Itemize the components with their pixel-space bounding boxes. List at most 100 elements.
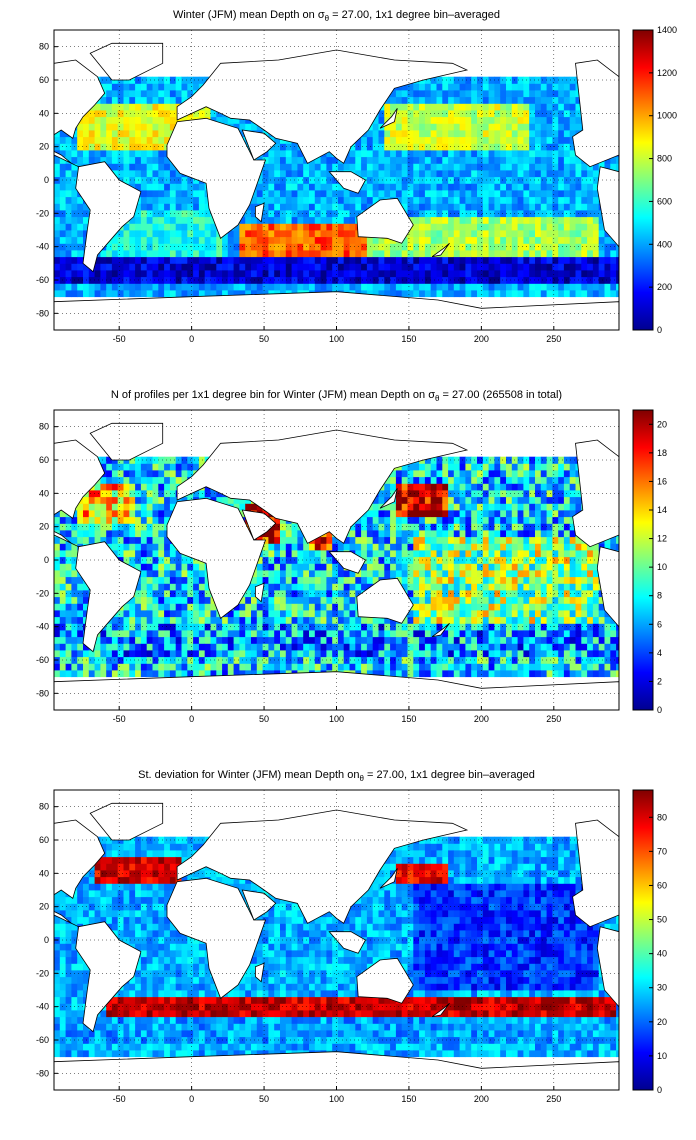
bin-cell [309,210,316,218]
bin-cell [558,143,565,151]
bin-cell [77,610,84,618]
bin-cell [453,270,460,278]
bin-cell [465,190,472,198]
bin-cell [291,236,298,244]
bin-cell [123,603,130,611]
bin-cell [482,163,489,171]
bin-cell [366,183,374,191]
bin-cell [326,263,333,271]
bin-cell [245,650,252,658]
bin-cell [581,176,588,184]
bin-cell [274,143,281,151]
bin-cell [169,550,177,558]
bin-cell [135,630,142,638]
bin-cell [592,270,600,278]
bin-cell [111,96,119,104]
bin-cell [83,643,90,651]
bin-cell [123,270,130,278]
bin-cell [326,656,333,664]
bin-cell [181,250,188,258]
bin-cell [164,536,171,544]
bin-cell [535,83,542,91]
bin-cell [314,190,321,198]
bin-cell [123,470,130,478]
bin-cell [152,670,159,678]
bin-cell [419,270,426,278]
bin-cell [274,256,281,264]
bin-cell [251,583,258,591]
bin-cell [181,463,188,471]
bin-cell [164,516,171,524]
bin-cell [280,576,287,584]
bin-cell [117,156,124,164]
bin-cell [506,76,513,84]
bin-cell [59,616,66,624]
bin-cell [320,283,327,291]
bin-cell [320,656,327,664]
bin-cell [71,256,78,264]
bin-cell [71,163,78,171]
bin-cell [65,616,72,624]
bin-cell [552,256,559,264]
bin-cell [326,583,333,591]
bin-cell [233,116,240,124]
bin-cell [395,250,403,258]
bin-cell [117,643,124,651]
bin-cell [332,250,339,258]
bin-cell [320,176,327,184]
bin-cell [326,230,333,238]
bin-cell [471,256,478,264]
bin-cell [135,463,142,471]
bin-cell [401,103,408,111]
bin-cell [424,116,432,124]
bin-cell [274,570,281,578]
bin-cell [158,563,165,571]
bin-cell [523,196,530,204]
bin-cell [193,183,200,191]
bin-cell [54,130,61,138]
bin-cell [442,130,449,138]
bin-cell [181,190,188,198]
bin-cell [384,283,391,291]
bin-cell [563,136,571,144]
bin-cell [164,556,171,564]
bin-cell [494,216,501,224]
coastline [241,129,277,161]
bin-cell [285,583,292,591]
bin-cell [129,130,136,138]
bin-cell [106,256,113,264]
bin-cell [198,223,206,231]
bin-cell [158,210,165,218]
bin-cell [436,210,443,218]
bin-cell [395,183,403,191]
bin-cell [135,223,142,231]
bin-cell [540,96,547,104]
bin-cell [54,223,61,231]
bin-cell [372,123,379,131]
bin-cell [210,110,217,118]
bin-cell [378,150,385,158]
bin-cell [401,196,408,204]
y-tick-label: 0 [44,175,49,185]
bin-cell [494,123,501,131]
bin-cell [239,223,246,231]
bin-cell [482,243,489,251]
bin-cell [274,623,281,631]
bin-cell [181,223,188,231]
bin-cell [494,116,501,124]
bin-cell [169,90,177,98]
bin-cell [592,243,600,251]
bin-cell [233,230,240,238]
bin-cell [523,170,530,178]
bin-cell [158,243,165,251]
bin-cell [540,196,547,204]
bin-cell [430,103,437,111]
bin-cell [77,596,84,604]
bin-cell [198,670,206,678]
bin-cell [558,223,565,231]
bin-cell [158,530,165,538]
bin-cell [448,176,455,184]
bin-cell [436,263,443,271]
bin-cell [100,156,107,164]
bin-cell [291,530,298,538]
